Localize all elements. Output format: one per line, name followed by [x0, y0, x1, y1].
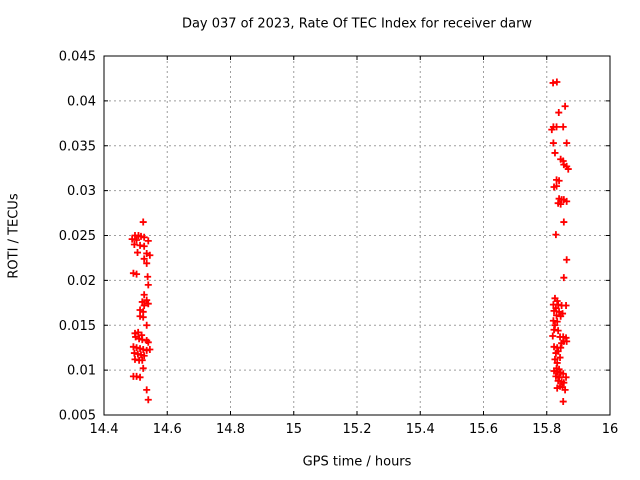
data-point-marker — [144, 396, 152, 404]
data-point-marker — [557, 312, 565, 320]
data-point-marker — [144, 300, 152, 308]
x-tick-label: 14.6 — [153, 422, 182, 437]
data-point-marker — [562, 302, 570, 310]
data-point-marker — [144, 281, 152, 289]
data-point-marker — [138, 356, 146, 364]
data-point-marker — [146, 345, 154, 353]
data-point-marker — [140, 352, 148, 360]
x-tick-label: 15.2 — [343, 422, 372, 437]
data-point-marker — [133, 236, 141, 244]
y-tick-label: 0.025 — [59, 229, 96, 244]
data-point-marker — [563, 197, 571, 205]
data-point-marker — [551, 321, 559, 329]
x-tick-label: 14.8 — [216, 422, 245, 437]
data-point-marker — [143, 386, 151, 394]
data-point-marker — [560, 274, 568, 282]
data-point-marker — [551, 149, 559, 157]
data-point-marker — [549, 332, 557, 340]
data-point-marker — [139, 313, 147, 321]
data-point-marker — [138, 298, 146, 306]
y-tick-label: 0.04 — [67, 94, 96, 109]
data-point-marker — [555, 109, 563, 117]
data-point-marker — [553, 78, 561, 86]
x-tick-label: 15 — [285, 422, 302, 437]
data-point-marker — [143, 321, 151, 329]
y-tick-label: 0.015 — [59, 319, 96, 334]
x-axis-title: GPS time / hours — [302, 454, 412, 470]
data-point-marker — [140, 302, 148, 310]
data-point-marker — [143, 259, 151, 267]
data-point-marker — [133, 270, 141, 278]
y-tick-label: 0.045 — [59, 50, 96, 65]
data-point-marker — [563, 139, 571, 147]
chart-title: Day 037 of 2023, Rate Of TEC Index for r… — [181, 16, 533, 32]
data-point-marker — [563, 256, 571, 264]
data-point-marker — [143, 296, 151, 304]
data-point-marker — [144, 338, 152, 346]
data-point-marker — [140, 242, 148, 250]
y-tick-label: 0.035 — [59, 139, 96, 154]
data-point-marker — [139, 218, 147, 226]
x-tick-label: 15.8 — [532, 422, 561, 437]
data-point-marker — [555, 177, 563, 185]
data-point-marker — [555, 373, 563, 381]
data-point-marker — [146, 251, 154, 259]
data-point-marker — [560, 218, 568, 226]
data-point-marker — [134, 249, 142, 257]
data-point-marker — [560, 379, 568, 387]
data-point-marker — [140, 233, 148, 241]
data-point-marker — [563, 337, 571, 345]
data-point-marker — [553, 297, 561, 305]
data-point-marker — [561, 386, 569, 394]
data-point-marker — [554, 327, 562, 335]
data-point-marker — [144, 273, 152, 281]
x-tick-label: 15.4 — [406, 422, 435, 437]
y-tick-label: 0.01 — [67, 364, 96, 379]
data-point-marker — [562, 373, 570, 381]
data-point-marker — [144, 237, 152, 245]
data-point-marker — [553, 318, 561, 326]
data-point-marker — [559, 123, 567, 131]
x-tick-label: 15.6 — [469, 422, 498, 437]
data-point-marker — [558, 339, 566, 347]
y-tick-label: 0.02 — [67, 274, 96, 289]
data-point-marker — [140, 291, 148, 299]
y-tick-label: 0.03 — [67, 184, 96, 199]
data-point-marker — [553, 123, 561, 131]
data-point-marker — [552, 349, 560, 357]
data-point-marker — [551, 355, 559, 363]
data-point-marker — [136, 373, 144, 381]
data-point-marker — [549, 139, 557, 147]
data-point-marker — [140, 255, 148, 263]
y-tick-label: 0.005 — [59, 409, 96, 424]
data-point-marker — [561, 102, 569, 110]
data-point-marker — [553, 182, 561, 190]
data-point-marker — [557, 200, 565, 208]
x-tick-label: 16 — [602, 422, 619, 437]
data-point-marker — [548, 126, 556, 134]
data-point-marker — [564, 165, 572, 173]
data-point-marker — [556, 354, 564, 362]
data-point-marker — [553, 384, 561, 392]
data-point-marker — [139, 364, 147, 372]
data-point-marker — [559, 398, 567, 406]
data-point-marker — [559, 370, 567, 378]
x-tick-label: 14.4 — [90, 422, 119, 437]
data-point-marker — [557, 344, 565, 352]
data-point-marker — [552, 231, 560, 239]
